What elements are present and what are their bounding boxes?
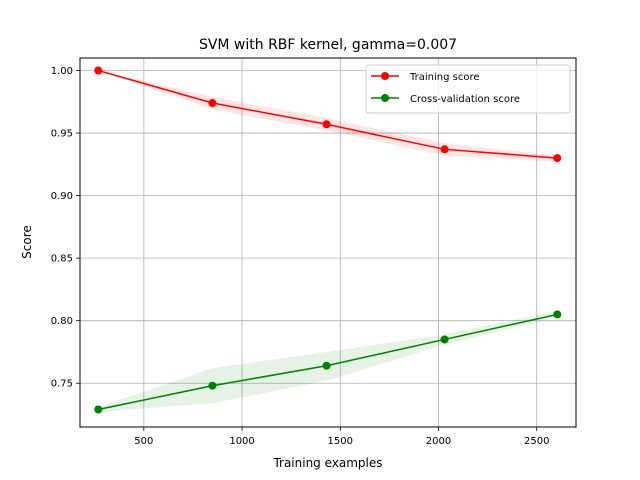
y-axis-ticks: 0.75 0.80 0.85 0.90 0.95 1.00 — [51, 66, 80, 390]
data-point-training — [208, 99, 217, 108]
legend-marker-cross-validation — [381, 94, 389, 102]
y-tick-label: 0.80 — [51, 316, 73, 327]
x-axis-ticks: 500 1000 1500 2000 2500 — [134, 427, 549, 447]
data-point-training — [440, 145, 449, 154]
y-tick-label: 0.85 — [51, 254, 73, 265]
x-tick-label: 1500 — [328, 436, 353, 447]
chart-legend: Training score Cross-validation score — [365, 64, 571, 114]
x-tick-label: 500 — [134, 436, 153, 447]
data-point-training — [322, 120, 331, 129]
data-point-cross-validation — [553, 310, 562, 319]
legend-label-training: Training score — [409, 72, 480, 83]
confidence-band-training — [98, 70, 558, 162]
y-tick-label: 0.95 — [51, 129, 73, 140]
legend-box — [365, 64, 571, 114]
data-point-cross-validation — [322, 361, 331, 370]
plot-frame — [79, 57, 577, 428]
series-markers — [94, 66, 562, 414]
legend-marker-training — [381, 72, 389, 80]
x-tick-label: 2000 — [426, 436, 451, 447]
y-tick-label: 0.90 — [51, 191, 73, 202]
chart-title: SVM with RBF kernel, gamma=0.007 — [199, 37, 457, 53]
y-axis-label: Score — [20, 225, 34, 259]
y-tick-label: 1.00 — [51, 66, 73, 77]
grid-lines — [80, 58, 576, 427]
data-point-cross-validation — [94, 405, 103, 414]
data-point-training — [553, 154, 562, 163]
x-tick-label: 2500 — [524, 436, 549, 447]
x-axis-label: Training examples — [272, 456, 382, 470]
data-point-cross-validation — [208, 381, 217, 390]
legend-label-cross-validation: Cross-validation score — [410, 94, 520, 105]
x-tick-label: 1000 — [229, 436, 254, 447]
y-tick-label: 0.75 — [51, 379, 73, 390]
data-point-training — [94, 66, 103, 75]
data-point-cross-validation — [440, 335, 449, 344]
